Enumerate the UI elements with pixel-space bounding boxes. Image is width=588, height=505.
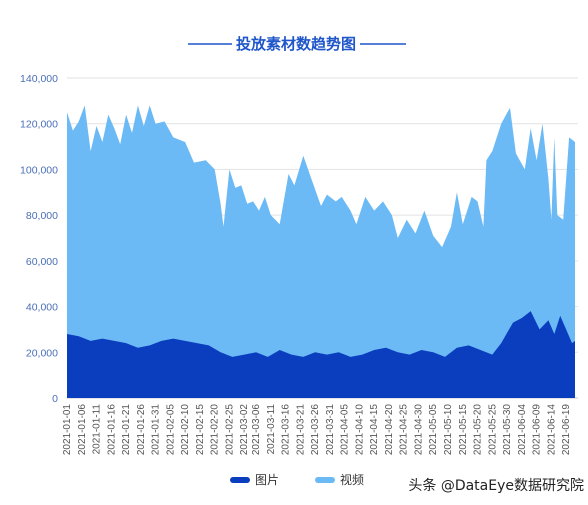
y-tick-label: 140,000: [20, 73, 58, 85]
watermark-text: 头条 @DataEye数据研究院: [408, 477, 584, 494]
x-tick-label: 2021-03-21: [295, 404, 306, 456]
x-tick-label: 2021-04-15: [369, 404, 380, 456]
x-tick-label: 2021-04-30: [413, 404, 424, 456]
y-tick-label: 100,000: [20, 164, 58, 176]
x-tick-label: 2021-06-19: [561, 404, 572, 456]
x-tick-label: 2021-02-20: [210, 404, 221, 456]
y-tick-label: 120,000: [20, 119, 58, 131]
legend-label-video: 视频: [340, 472, 364, 487]
x-tick-label: 2021-01-06: [77, 404, 88, 456]
x-tick-label: 2021-03-31: [325, 404, 336, 456]
y-tick-label: 60,000: [26, 256, 58, 268]
legend-swatch-video: [315, 477, 335, 483]
x-tick-label: 2021-01-26: [136, 404, 147, 456]
x-tick-label: 2021-04-10: [354, 404, 365, 456]
x-tick-label: 2021-05-05: [428, 404, 439, 456]
x-tick-label: 2021-04-20: [384, 404, 395, 456]
x-tick-label: 2021-03-26: [310, 404, 321, 456]
x-tick-label: 2021-05-15: [458, 404, 469, 456]
x-tick-label: 2021-02-10: [180, 404, 191, 456]
x-tick-label: 2021-02-15: [195, 404, 206, 456]
x-tick-label: 2021-03-06: [251, 404, 262, 456]
x-tick-label: 2021-01-01: [62, 404, 73, 456]
x-tick-label: 2021-01-31: [151, 404, 162, 456]
x-tick-label: 2021-02-05: [165, 404, 176, 456]
area-layer: [67, 105, 575, 399]
legend-swatch-picture: [230, 477, 250, 483]
x-tick-label: 2021-05-25: [487, 404, 498, 456]
x-axis: 2021-01-01 2021-01-06 2021-01-11 2021-01-16…: [62, 404, 572, 456]
x-tick-label: 2021-03-11: [266, 404, 277, 455]
x-tick-label: 2021-05-10: [443, 404, 454, 456]
x-tick-label: 2021-04-05: [340, 404, 351, 456]
x-tick-label: 2021-01-16: [106, 404, 117, 456]
y-tick-label: 0: [52, 393, 58, 405]
y-tick-label: 20,000: [26, 347, 58, 359]
x-tick-label: 2021-06-14: [546, 404, 557, 456]
x-tick-label: 2021-01-11: [92, 404, 103, 455]
x-tick-label: 2021-03-02: [239, 404, 250, 456]
x-tick-label: 2021-03-16: [281, 404, 292, 456]
x-tick-label: 2021-05-30: [502, 404, 513, 456]
x-tick-label: 2021-01-21: [121, 404, 132, 456]
x-tick-label: 2021-06-04: [517, 404, 528, 456]
x-tick-label: 2021-04-25: [399, 404, 410, 456]
series-picture-area: [67, 311, 575, 398]
x-tick-label: 2021-05-20: [473, 404, 484, 456]
legend: 图片 视频: [230, 472, 364, 487]
legend-label-picture: 图片: [255, 473, 279, 487]
y-axis: 0 20,000 40,000 60,000 80,000 100,000 120,000 1…: [20, 73, 58, 405]
x-tick-label: 2021-02-25: [224, 404, 235, 456]
chart-title: 投放素材数趋势图: [236, 35, 356, 53]
y-tick-label: 80,000: [26, 210, 58, 222]
series-video-area: [67, 105, 575, 399]
x-tick-label: 2021-06-09: [532, 404, 543, 456]
y-tick-label: 40,000: [26, 302, 58, 314]
